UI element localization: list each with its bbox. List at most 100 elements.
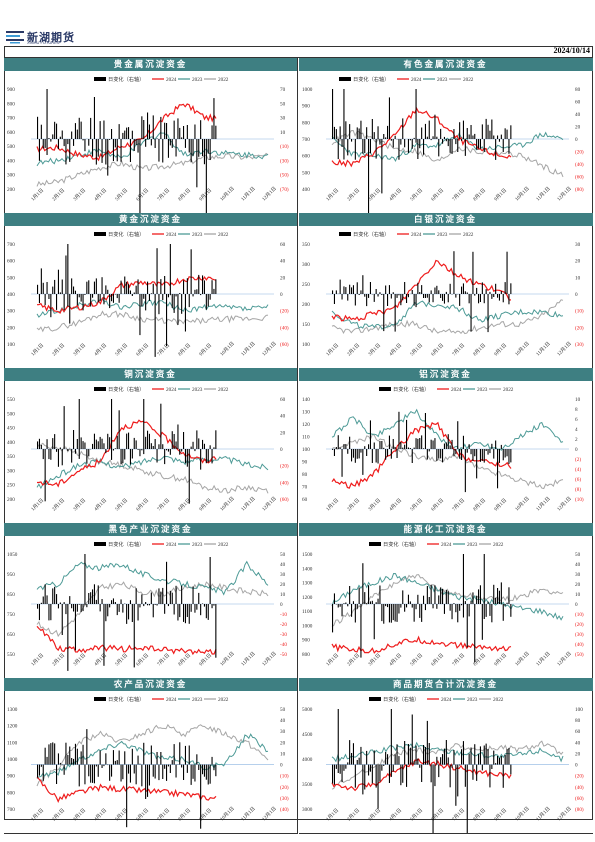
daily-change-bar [183, 604, 185, 622]
daily-change-bar [93, 764, 95, 784]
daily-change-bar [361, 764, 363, 795]
daily-change-bar [109, 604, 111, 608]
daily-change-bar [466, 292, 468, 294]
y-right-tick: 10 [575, 397, 581, 403]
y-left-tick: 90 [302, 460, 308, 466]
chart-legend: 日变化（右轴） 2024 2023 2022 [94, 75, 229, 83]
legend-label: 2022 [218, 232, 229, 238]
x-tick: 8月1日 [472, 343, 487, 358]
daily-change-bar [133, 764, 135, 774]
daily-change-bar [112, 750, 114, 765]
y-right-tick: 10 [575, 592, 581, 598]
daily-change-bar [175, 585, 177, 604]
y-right-tick: (50) [575, 651, 584, 658]
legend-label: 2023 [192, 387, 203, 393]
daily-change-bar [502, 139, 504, 152]
daily-change-bar [207, 604, 209, 620]
daily-change-bar [48, 744, 50, 765]
daily-change-bar [200, 120, 202, 139]
daily-change-bar [112, 449, 114, 451]
y-right-tick: (60) [575, 795, 584, 802]
daily-change-bar [494, 440, 496, 449]
daily-change-bar [418, 438, 420, 449]
y-left-tick: 750 [7, 612, 15, 618]
x-tick: 5月1日 [114, 498, 129, 513]
y-left-tick: 300 [302, 262, 310, 268]
x-tick: 11月1日 [535, 186, 551, 202]
daily-change-bar [415, 745, 417, 765]
daily-change-bar [432, 604, 434, 609]
series-line-2023 [331, 741, 563, 763]
legend-label: 2023 [192, 77, 203, 83]
daily-change-bar [361, 449, 363, 475]
daily-change-bar [380, 139, 382, 194]
daily-change-bar [74, 743, 76, 765]
daily-change-bar [439, 128, 441, 139]
daily-change-bar [507, 294, 509, 305]
y-left-tick: 450 [7, 426, 15, 432]
y-right-tick: (20) [575, 149, 584, 156]
daily-change-bar [198, 139, 200, 157]
daily-change-bar [356, 127, 358, 139]
y-right-tick: 0 [575, 763, 578, 769]
daily-change-bar [403, 139, 405, 148]
daily-change-bar [202, 275, 204, 294]
y-left-tick: 200 [302, 302, 310, 308]
daily-change-bar [363, 446, 365, 449]
daily-change-bar [339, 126, 341, 139]
x-tick: 5月1日 [114, 343, 129, 358]
daily-change-bar [341, 449, 343, 477]
daily-change-bar [356, 604, 358, 609]
x-tick: 1月1日 [30, 498, 45, 513]
daily-change-bar [84, 294, 86, 295]
daily-change-bar [365, 127, 367, 139]
daily-change-bar [133, 437, 135, 449]
y-right-tick: 40 [280, 718, 286, 724]
daily-change-bar [215, 430, 217, 449]
y-left-tick: 650 [7, 632, 15, 638]
daily-change-bar [386, 125, 388, 139]
chart-title: 农产品沉淀资金 [4, 678, 297, 691]
daily-change-bar [171, 760, 173, 765]
daily-change-bar [443, 604, 445, 614]
series-line-2024 [330, 259, 511, 322]
daily-change-bar [162, 587, 164, 604]
y-left-tick: 800 [7, 790, 15, 796]
daily-change-bar [439, 449, 441, 459]
daily-change-bar [341, 764, 343, 783]
daily-change-bar [358, 294, 360, 295]
daily-change-bar [131, 604, 133, 622]
daily-change-bar [150, 139, 152, 146]
daily-change-bar [470, 747, 472, 765]
daily-change-bar [88, 280, 90, 294]
daily-change-bar [435, 604, 437, 609]
daily-change-bar [359, 746, 361, 765]
daily-change-bar [422, 745, 424, 765]
daily-change-bar [388, 604, 390, 623]
chart-svg: 日变化（右轴） 2024 2023 2022700600500400300200100… [7, 230, 289, 358]
y-left-tick: 900 [302, 104, 310, 110]
x-tick: 6月1日 [430, 653, 445, 668]
daily-change-bar [409, 448, 411, 449]
x-tick: 3月1日 [367, 653, 382, 668]
daily-change-bar [346, 294, 348, 301]
daily-change-bar [150, 293, 152, 294]
daily-change-bar [78, 117, 80, 139]
x-tick: 10月1日 [514, 806, 531, 823]
chart-panel: 贵金属沉淀资金 日变化（右轴） 2024 2023 2022 900 800 700 600 50… [4, 58, 298, 214]
daily-change-bar [432, 440, 434, 449]
daily-change-bar [139, 294, 141, 336]
daily-change-bar [451, 139, 453, 154]
chart-panel: 铝沉淀资金 日变化（右轴） 2024 2023 2022 140 130 120 110 100 9… [298, 368, 593, 524]
daily-change-bar [424, 604, 426, 611]
brand-logo-icon [6, 31, 24, 44]
y-left-tick: 200 [7, 187, 15, 193]
daily-change-bar [481, 764, 483, 771]
report-date: 2024/10/14 [553, 46, 590, 55]
daily-change-bar [48, 294, 50, 299]
chart-svg: 日变化（右轴） 2024 2023 2022 5000 4500 4000 3500 3000 1… [302, 695, 584, 833]
daily-change-bar [507, 139, 509, 154]
daily-change-bar [354, 604, 356, 623]
daily-change-bar [481, 282, 483, 294]
daily-change-bar [169, 244, 171, 296]
